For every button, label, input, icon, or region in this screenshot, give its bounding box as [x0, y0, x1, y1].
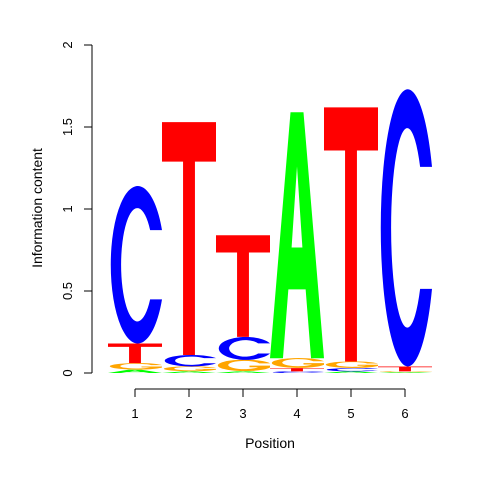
- logo-letter-g: [271, 358, 324, 368]
- x-tick-label: 3: [239, 406, 246, 421]
- logo-letter-g: [379, 371, 432, 373]
- logo-letter-c: [326, 368, 378, 372]
- logo-letter-c: [110, 186, 162, 344]
- x-tick-label: 4: [293, 406, 300, 421]
- y-tick-label: 0: [60, 369, 75, 376]
- x-axis-label: Position: [245, 435, 295, 451]
- logo-letter-c: [272, 371, 324, 373]
- y-tick-label: 1.5: [60, 118, 75, 136]
- y-axis-label: Information content: [29, 148, 45, 268]
- y-axis: 0 0.5 1 1.5 2: [60, 41, 93, 377]
- logo-letter-t: [324, 107, 378, 362]
- logo-letter-a: [162, 371, 216, 373]
- logo-letter-t: [108, 343, 162, 364]
- y-tick-label: 0.5: [60, 282, 75, 300]
- x-tick-label: 2: [185, 406, 192, 421]
- x-tick-label: 1: [131, 406, 138, 421]
- logo-letter-t: [378, 366, 432, 372]
- x-tick-label: 5: [347, 406, 354, 421]
- logo-letter-a: [270, 112, 324, 359]
- logo-letter-t: [216, 235, 270, 337]
- y-tick-label: 2: [60, 41, 75, 48]
- logo-letter-t: [162, 122, 216, 355]
- logo-letter-g: [325, 361, 378, 368]
- logo-letter-c: [218, 336, 270, 360]
- logo-letter-a: [378, 372, 432, 373]
- logo-letter-a: [324, 371, 378, 373]
- logo-letter-a: [108, 369, 162, 373]
- x-tick-label: 6: [401, 406, 408, 421]
- logo-stacks: [108, 89, 432, 373]
- logo-letter-g: [217, 359, 270, 372]
- logo-letter-g: [109, 363, 162, 370]
- logo-letter-a: [216, 371, 270, 373]
- y-tick-label: 1: [60, 205, 75, 212]
- x-axis: 1 2 3 4 5 6: [131, 388, 409, 421]
- logo-letter-g: [163, 366, 216, 372]
- logo-letter-c: [380, 89, 432, 367]
- logo-letter-t: [270, 368, 324, 372]
- logo-letter-c: [164, 354, 216, 367]
